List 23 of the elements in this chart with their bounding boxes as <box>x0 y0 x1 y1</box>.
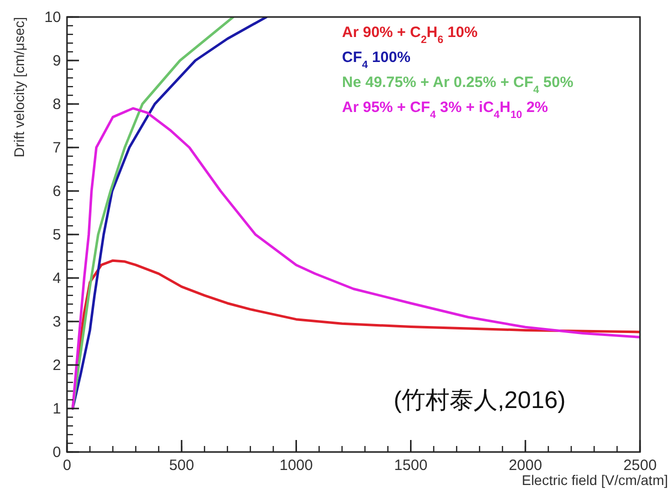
x-tick-label: 1000 <box>280 457 313 474</box>
y-tick-label: 2 <box>52 357 61 374</box>
text: Ar 95% + CF$_{4}$ 3% + iC$_{4}$H$_{10}$ 2% <box>342 99 548 121</box>
y-tick-label: 10 <box>44 9 61 26</box>
text: CF$_{4}$ 100% <box>342 49 410 71</box>
x-tick-label: 1500 <box>394 457 428 474</box>
y-tick-label: 6 <box>52 183 61 200</box>
annotation: (竹村泰人,2016) <box>394 387 566 414</box>
y-tick-label: 3 <box>52 314 61 330</box>
y-tick-label: 4 <box>52 270 61 287</box>
text: Ne 49.75% + Ar 0.25% + CF$_{4}$ 50% <box>342 74 574 96</box>
y-tick-label: 0 <box>52 444 61 461</box>
x-axis-title: Electric field [V/cm/atm] <box>522 472 668 488</box>
y-tick-label: 9 <box>52 52 61 70</box>
y-tick-label: 1 <box>52 400 61 418</box>
y-axis-title: Drift velocity [cm/μsec] <box>11 17 27 158</box>
y-tick-label: 8 <box>52 96 61 113</box>
x-tick-label: 2000 <box>508 457 542 474</box>
y-tick-label: 5 <box>52 226 61 244</box>
x-tick-label: 500 <box>169 457 194 474</box>
x-tick-label: 2500 <box>623 457 657 474</box>
y-tick-label: 7 <box>52 140 61 156</box>
text: Ar 90% + C$_{2}$H$_{6}$ 10% <box>342 24 478 46</box>
